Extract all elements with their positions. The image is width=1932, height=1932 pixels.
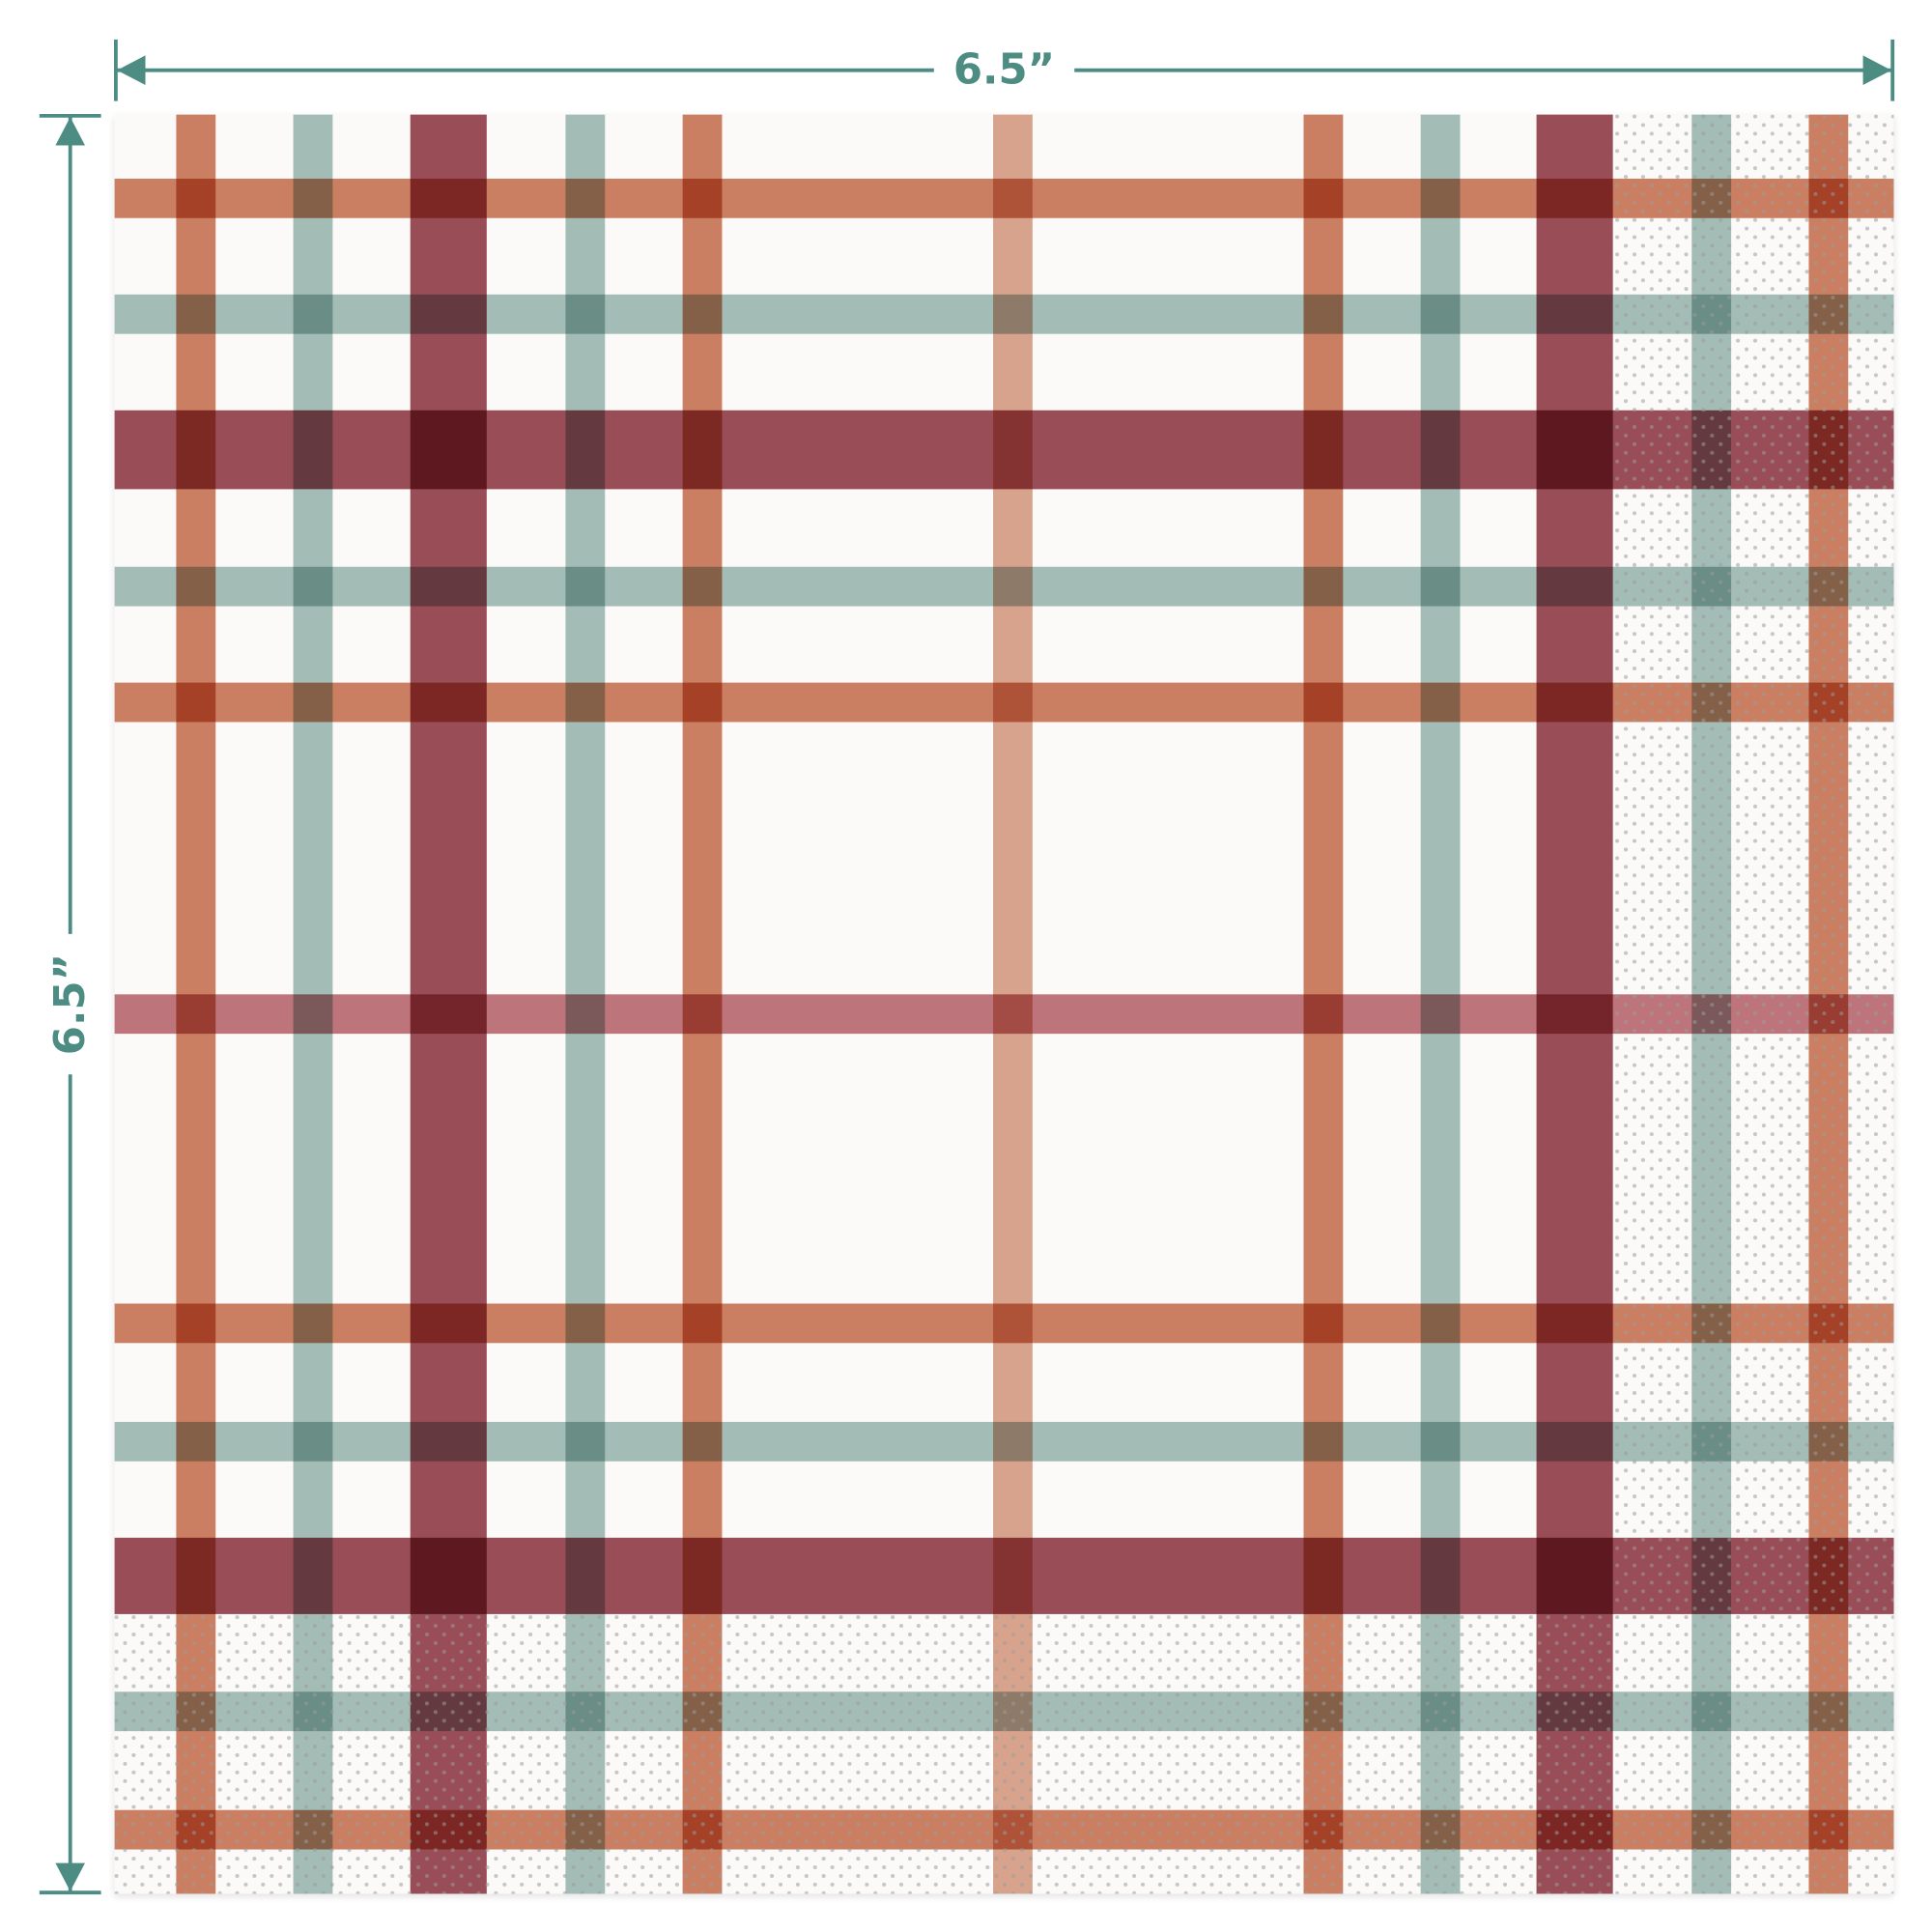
vertical-stripe [565, 114, 606, 1894]
vertical-stripe [1420, 114, 1461, 1894]
vertical-stripe [993, 114, 1033, 1894]
arrow-head [117, 55, 146, 86]
embossed-border [114, 114, 1894, 1894]
vertical-stripe [293, 114, 333, 1894]
vertical-stripe [176, 114, 216, 1894]
arrow-head [55, 117, 86, 146]
arrow-head [1862, 55, 1891, 86]
vertical-stripe [410, 114, 487, 1894]
vertical-stripe [1303, 114, 1344, 1894]
vertical-stripe [1536, 114, 1613, 1894]
height-dimension: 6.5” [39, 113, 101, 1895]
plaid-pattern [114, 114, 1894, 1894]
vertical-stripe [682, 114, 723, 1894]
width-label: 6.5” [953, 46, 1055, 95]
emboss-bottom [114, 1613, 1613, 1894]
width-dimension: 6.5” [113, 39, 1895, 101]
emboss-right [1612, 114, 1894, 1894]
arrow-head [55, 1862, 86, 1891]
height-label: 6.5” [46, 953, 95, 1055]
